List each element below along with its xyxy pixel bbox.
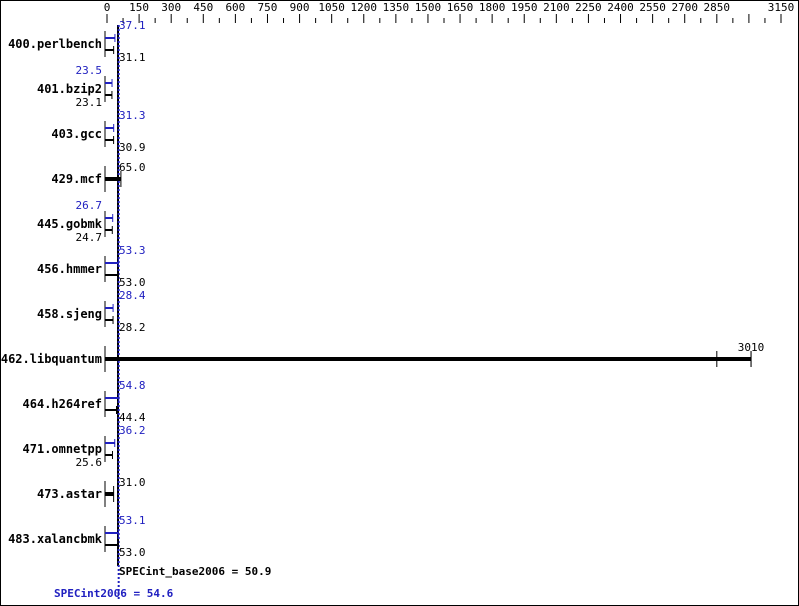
benchmark-label: 483.xalancbmk (8, 532, 103, 546)
base-bar (105, 357, 752, 361)
base-value-label: 53.0 (119, 276, 146, 289)
x-tick-label: 600 (225, 1, 245, 14)
x-tick-label: 3150 (768, 1, 795, 14)
x-tick-label: 2850 (704, 1, 731, 14)
peak-value-label: 53.1 (119, 514, 146, 527)
base-value-label: 25.6 (76, 456, 103, 469)
peak-value-label: 26.7 (76, 199, 103, 212)
benchmark-label: 473.astar (37, 487, 102, 501)
peak-value-label: 53.3 (119, 244, 146, 257)
x-tick-label: 1050 (318, 1, 345, 14)
base-value-label: 23.1 (76, 96, 103, 109)
benchmark-label: 401.bzip2 (37, 82, 102, 96)
base-value-label: 53.0 (119, 546, 146, 559)
peak-score-label: SPECint2006 = 54.6 (54, 587, 174, 600)
x-tick-label: 1200 (351, 1, 378, 14)
benchmark-label: 458.sjeng (37, 307, 102, 321)
benchmark-label: 400.perlbench (8, 37, 102, 51)
peak-value-label: 36.2 (119, 424, 146, 437)
base-bar (105, 492, 114, 496)
peak-value-label: 28.4 (119, 289, 146, 302)
base-bar (105, 177, 121, 181)
x-tick-label: 450 (193, 1, 213, 14)
x-tick-label: 2400 (607, 1, 634, 14)
x-tick-label: 2250 (575, 1, 602, 14)
benchmark-label: 456.hmmer (37, 262, 102, 276)
x-tick-label: 300 (161, 1, 181, 14)
x-tick-label: 1650 (447, 1, 474, 14)
base-value-label: 31.0 (119, 476, 146, 489)
base-value-label: 3010 (738, 341, 765, 354)
benchmark-label: 471.omnetpp (23, 442, 102, 456)
peak-value-label: 31.3 (119, 109, 146, 122)
base-value-label: 28.2 (119, 321, 146, 334)
x-tick-label: 1350 (383, 1, 410, 14)
peak-value-label: 54.8 (119, 379, 146, 392)
x-tick-label: 2700 (671, 1, 698, 14)
x-tick-label: 2550 (639, 1, 666, 14)
x-tick-label: 1500 (415, 1, 442, 14)
x-tick-label: 750 (258, 1, 278, 14)
x-tick-label: 900 (290, 1, 310, 14)
base-value-label: 24.7 (76, 231, 103, 244)
base-value-label: 31.1 (119, 51, 146, 64)
benchmark-label: 403.gcc (51, 127, 102, 141)
x-tick-label: 1950 (511, 1, 538, 14)
x-tick-label: 1800 (479, 1, 506, 14)
base-value-label: 44.4 (119, 411, 146, 424)
x-tick-label: 0 (104, 1, 111, 14)
benchmark-label: 462.libquantum (1, 352, 102, 366)
benchmark-label: 445.gobmk (37, 217, 103, 231)
base-score-label: SPECint_base2006 = 50.9 (119, 565, 271, 578)
benchmark-label: 464.h264ref (23, 397, 102, 411)
peak-value-label: 23.5 (76, 64, 103, 77)
x-tick-label: 2100 (543, 1, 570, 14)
base-value-label: 65.0 (119, 161, 146, 174)
x-tick-label: 150 (129, 1, 149, 14)
benchmark-label: 429.mcf (51, 172, 102, 186)
peak-value-label: 37.1 (119, 19, 146, 32)
base-value-label: 30.9 (119, 141, 146, 154)
